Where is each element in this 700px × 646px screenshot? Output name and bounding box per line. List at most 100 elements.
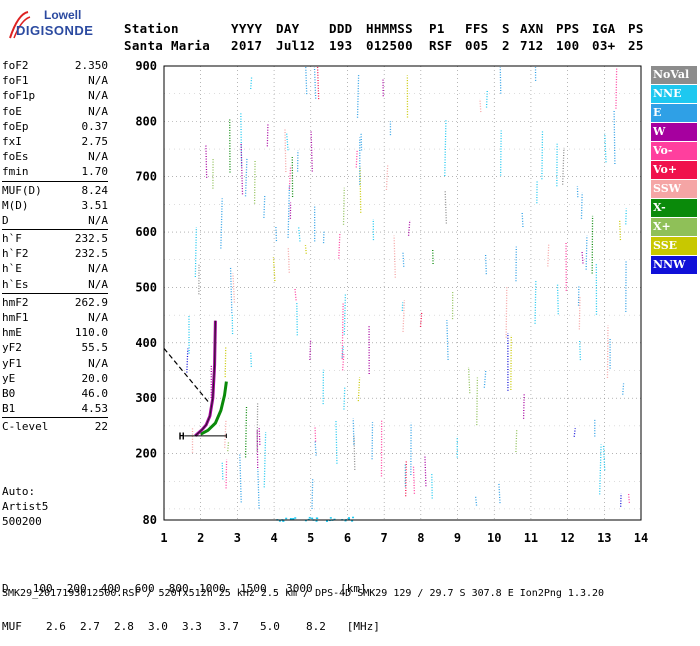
- muf-value: 3.3: [168, 621, 202, 634]
- file-info-footer: SMK29_2017193012500.RSF / 520fx512h 25 k…: [2, 588, 604, 599]
- echo-streak: [287, 134, 288, 151]
- echo-streak: [295, 289, 296, 301]
- echo-streak: [516, 430, 517, 452]
- echo-streak: [315, 426, 316, 441]
- echo-streak: [285, 129, 286, 172]
- muf-row-label: MUF: [2, 620, 22, 633]
- echo-streak: [480, 99, 481, 112]
- echo-streak: [225, 347, 226, 377]
- echo-streak: [600, 445, 601, 495]
- echo-streak: [413, 466, 414, 494]
- echo-streak: [276, 227, 277, 241]
- x-tick-label: 4: [270, 531, 277, 545]
- ground-echo-dot: [290, 518, 292, 520]
- y-tick-label: 800: [135, 114, 157, 128]
- echo-streak: [306, 67, 307, 94]
- echo-streak: [311, 130, 312, 171]
- echo-streak: [605, 133, 606, 162]
- echo-streak: [273, 257, 274, 281]
- echo-streak: [240, 455, 241, 503]
- echo-streak: [312, 478, 313, 509]
- legend-item-x: X-: [651, 199, 697, 217]
- echo-streak: [403, 300, 404, 332]
- echo-streak: [251, 77, 252, 89]
- y-tick-label: 200: [135, 447, 157, 461]
- echo-streak: [629, 493, 630, 502]
- ground-echo-dot: [326, 520, 328, 522]
- echo-streak: [477, 377, 478, 425]
- echo-streak: [616, 67, 617, 109]
- echo-streak: [305, 245, 306, 253]
- echo-streak: [267, 123, 268, 146]
- echo-streak: [288, 248, 289, 273]
- y-tick-label: 400: [135, 336, 157, 350]
- ground-echo-dot: [352, 517, 354, 519]
- echo-streak: [535, 281, 536, 324]
- echo-streak: [501, 131, 502, 176]
- echo-streak: [233, 274, 234, 303]
- echo-streak: [358, 377, 359, 401]
- x-tick-label: 10: [487, 531, 501, 545]
- echo-streak: [264, 195, 265, 218]
- echo-streak: [548, 243, 549, 266]
- echo-streak: [558, 284, 559, 314]
- echo-streak: [542, 131, 543, 179]
- echo-streak: [339, 233, 340, 258]
- ground-echo-dot: [285, 518, 287, 520]
- echo-streak: [623, 383, 624, 394]
- echo-streak: [264, 432, 265, 487]
- muf-value: 8.2: [280, 621, 326, 634]
- x-tick-label: 1: [160, 531, 167, 545]
- echo-streak: [499, 483, 500, 504]
- echo-streak: [586, 236, 587, 270]
- echo-streak: [259, 428, 260, 445]
- muf-value: 2.7: [66, 621, 100, 634]
- echo-streak: [445, 119, 446, 176]
- trace-group: H: [164, 321, 226, 443]
- echo-streak: [486, 254, 487, 274]
- x-tick-label: 11: [524, 531, 538, 545]
- echo-streak: [581, 193, 582, 219]
- x-tick-label: 12: [560, 531, 574, 545]
- muf-value: 3.0: [134, 621, 168, 634]
- echo-streak: [288, 185, 289, 237]
- echo-streak: [563, 148, 564, 185]
- muf-value: 2.6: [22, 621, 66, 634]
- x-tick-label: 2: [197, 531, 204, 545]
- echo-streak: [524, 393, 525, 419]
- trace-annotation: H: [179, 432, 185, 443]
- legend-item-nnw: NNW: [651, 256, 697, 274]
- echo-streak: [403, 253, 404, 267]
- legend-item-sse: SSE: [651, 237, 697, 255]
- echo-streak: [222, 462, 223, 480]
- echo-streak: [614, 109, 615, 164]
- legend-item-vo: Vo+: [651, 161, 697, 179]
- echo-streak: [206, 145, 207, 178]
- echo-streak: [318, 67, 319, 99]
- echo-streak: [582, 251, 583, 264]
- echo-streak: [221, 198, 222, 248]
- echo-streak: [360, 168, 361, 213]
- echo-streak: [251, 353, 252, 367]
- muf-value: [MHz]: [326, 621, 380, 634]
- ground-echo-dot: [282, 520, 284, 522]
- echo-streak: [487, 90, 488, 108]
- ground-echo-dot: [330, 517, 332, 519]
- ground-echo-dot: [316, 517, 318, 519]
- muf-value: 5.0: [239, 621, 280, 634]
- echo-streak: [484, 371, 485, 388]
- x-tick-label: 9: [454, 531, 461, 545]
- legend-item-noval: NoVal: [651, 66, 697, 84]
- muf-value: 3.7: [202, 621, 239, 634]
- echo-streak: [356, 151, 357, 168]
- plot-frame: [164, 66, 641, 520]
- echo-streak: [246, 159, 247, 197]
- legend-item-e: E: [651, 104, 697, 122]
- echo-streak: [522, 212, 523, 227]
- echo-streak: [226, 460, 227, 489]
- echo-streak: [425, 455, 426, 486]
